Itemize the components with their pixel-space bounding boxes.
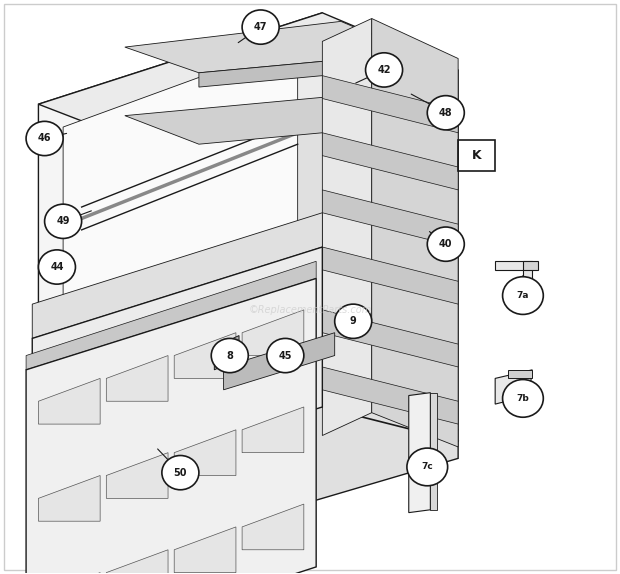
Polygon shape bbox=[495, 261, 532, 287]
Text: 8: 8 bbox=[226, 351, 233, 360]
Text: 45: 45 bbox=[278, 351, 292, 360]
Circle shape bbox=[427, 227, 464, 261]
Circle shape bbox=[503, 379, 543, 417]
Circle shape bbox=[366, 53, 402, 87]
Polygon shape bbox=[38, 378, 100, 424]
Text: 7c: 7c bbox=[422, 463, 433, 471]
Polygon shape bbox=[26, 261, 316, 370]
Polygon shape bbox=[495, 370, 532, 404]
Polygon shape bbox=[32, 247, 322, 498]
Polygon shape bbox=[174, 430, 236, 475]
Polygon shape bbox=[372, 18, 458, 447]
Text: 46: 46 bbox=[38, 134, 51, 144]
Circle shape bbox=[162, 456, 199, 490]
Polygon shape bbox=[38, 573, 100, 574]
Polygon shape bbox=[63, 41, 298, 470]
Polygon shape bbox=[125, 21, 415, 73]
Polygon shape bbox=[38, 13, 458, 161]
Circle shape bbox=[45, 204, 82, 238]
Polygon shape bbox=[508, 370, 532, 378]
Circle shape bbox=[38, 250, 76, 284]
Text: 7a: 7a bbox=[516, 291, 529, 300]
Polygon shape bbox=[32, 213, 322, 339]
Polygon shape bbox=[215, 336, 239, 370]
Circle shape bbox=[427, 96, 464, 130]
Polygon shape bbox=[322, 310, 458, 367]
Text: K: K bbox=[472, 149, 482, 162]
Polygon shape bbox=[106, 355, 168, 401]
Polygon shape bbox=[430, 393, 436, 510]
Polygon shape bbox=[409, 393, 430, 513]
Text: 49: 49 bbox=[56, 216, 70, 226]
Polygon shape bbox=[187, 70, 458, 538]
Text: 48: 48 bbox=[439, 108, 453, 118]
Polygon shape bbox=[125, 96, 415, 144]
Circle shape bbox=[242, 10, 279, 44]
Polygon shape bbox=[242, 310, 304, 355]
Circle shape bbox=[211, 339, 248, 373]
Circle shape bbox=[503, 277, 543, 315]
Polygon shape bbox=[26, 278, 316, 574]
Text: 40: 40 bbox=[439, 239, 453, 249]
Polygon shape bbox=[322, 367, 458, 424]
Polygon shape bbox=[242, 504, 304, 550]
Polygon shape bbox=[322, 247, 458, 304]
Polygon shape bbox=[224, 333, 335, 390]
Polygon shape bbox=[106, 453, 168, 498]
Polygon shape bbox=[106, 550, 168, 574]
Circle shape bbox=[407, 448, 448, 486]
Circle shape bbox=[26, 121, 63, 156]
Circle shape bbox=[267, 339, 304, 373]
Polygon shape bbox=[38, 475, 100, 521]
Polygon shape bbox=[38, 13, 322, 492]
Polygon shape bbox=[242, 407, 304, 453]
Polygon shape bbox=[174, 333, 236, 378]
Polygon shape bbox=[322, 76, 458, 133]
Polygon shape bbox=[174, 527, 236, 573]
Polygon shape bbox=[199, 53, 415, 87]
Polygon shape bbox=[322, 18, 372, 436]
Polygon shape bbox=[322, 190, 458, 247]
Polygon shape bbox=[523, 261, 538, 270]
Circle shape bbox=[335, 304, 372, 339]
Text: 44: 44 bbox=[50, 262, 64, 272]
Text: 7b: 7b bbox=[516, 394, 529, 403]
Text: 47: 47 bbox=[254, 22, 267, 32]
Text: 9: 9 bbox=[350, 316, 356, 326]
Text: 42: 42 bbox=[378, 65, 391, 75]
Text: ©ReplacementParts.com: ©ReplacementParts.com bbox=[249, 305, 371, 315]
Text: 50: 50 bbox=[174, 468, 187, 478]
Polygon shape bbox=[322, 133, 458, 190]
